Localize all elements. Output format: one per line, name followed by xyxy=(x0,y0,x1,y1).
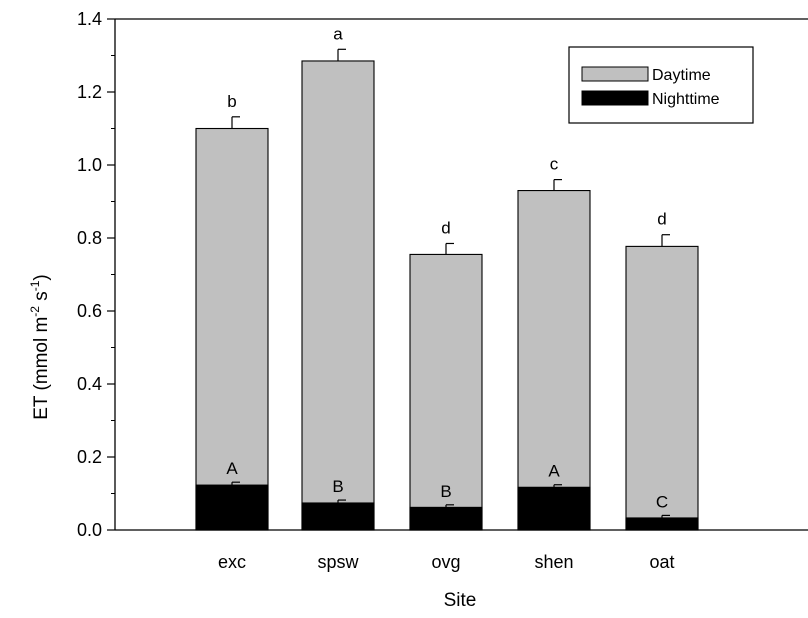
x-tick-label-exc: exc xyxy=(218,552,246,572)
sig-letter-nighttime-spsw: B xyxy=(332,477,343,496)
legend-swatch-nighttime xyxy=(581,90,649,106)
sig-letter-daytime-exc: b xyxy=(227,92,236,111)
y-tick-label-1: 0.2 xyxy=(77,447,102,467)
y-axis-title-mid: s xyxy=(31,291,52,306)
bar-nighttime-exc xyxy=(195,484,269,531)
bar-daytime-ovg xyxy=(409,253,483,531)
legend-box xyxy=(568,46,754,124)
y-axis-title-sup1: -2 xyxy=(28,306,42,317)
bar-nighttime-oat xyxy=(625,517,699,531)
bar-nighttime-ovg xyxy=(409,506,483,531)
y-axis-title-sup2: -1 xyxy=(28,280,42,291)
y-axis-title-base: ET (mmol m xyxy=(31,317,52,420)
x-axis-title: Site xyxy=(444,590,477,611)
y-axis-title-end: ) xyxy=(31,274,52,280)
legend-label-daytime: Daytime xyxy=(652,67,711,84)
legend: Daytime Nighttime xyxy=(568,46,754,124)
y-axis-title: ET (mmol m-2 s-1) xyxy=(28,274,52,420)
sig-letter-daytime-shen: c xyxy=(550,155,559,174)
axes-layer: exc spsw ovg shen oat 0.0 0.2 0.4 0.6 0.8 1.0 1.2 1.… xyxy=(77,9,808,572)
y-tick-label-5: 1.0 xyxy=(77,155,102,175)
bar-nighttime-shen xyxy=(517,486,591,531)
bar-daytime-exc xyxy=(195,127,269,531)
bar-daytime-shen xyxy=(517,190,591,531)
sig-letter-daytime-spsw: a xyxy=(333,24,343,43)
legend-swatch-daytime xyxy=(581,66,649,82)
x-tick-label-spsw: spsw xyxy=(317,552,359,572)
bar-daytime-spsw xyxy=(301,60,375,531)
sig-letter-daytime-ovg: d xyxy=(441,218,450,237)
sig-letter-daytime-oat: d xyxy=(657,210,666,229)
sig-letter-nighttime-shen: A xyxy=(548,462,560,481)
y-tick-label-7: 1.4 xyxy=(77,9,102,29)
legend-label-nighttime: Nighttime xyxy=(652,91,720,108)
x-tick-label-ovg: ovg xyxy=(431,552,460,572)
x-tick-label-shen: shen xyxy=(534,552,573,572)
y-tick-label-2: 0.4 xyxy=(77,374,102,394)
sig-letter-nighttime-ovg: B xyxy=(440,482,451,501)
x-tick-label-oat: oat xyxy=(649,552,674,572)
y-tick-label-3: 0.6 xyxy=(77,301,102,321)
sig-letter-nighttime-oat: C xyxy=(656,492,668,511)
bar-daytime-oat xyxy=(625,245,699,531)
bar-nighttime-spsw xyxy=(301,502,375,531)
y-tick-label-0: 0.0 xyxy=(77,520,102,540)
y-tick-label-6: 1.2 xyxy=(77,82,102,102)
bars-layer: b Aa Bd Bc Ad C xyxy=(195,24,699,531)
y-tick-label-4: 0.8 xyxy=(77,228,102,248)
sig-letter-nighttime-exc: A xyxy=(226,459,238,478)
